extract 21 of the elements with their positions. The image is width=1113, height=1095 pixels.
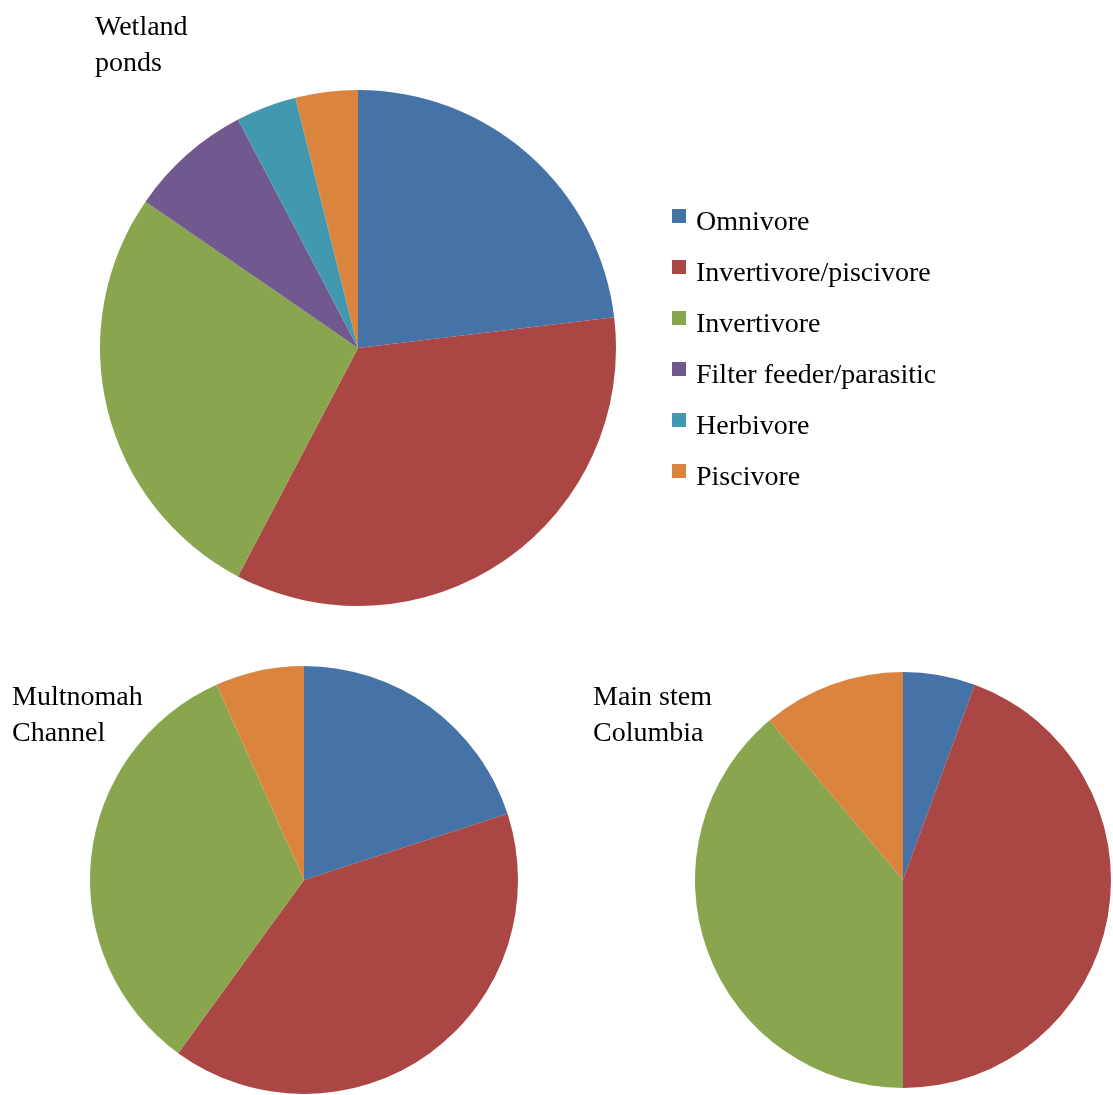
pie-slice	[145, 119, 358, 348]
pie-slice	[903, 684, 1111, 1088]
legend-label: Piscivore	[696, 459, 801, 491]
pie-slice	[295, 90, 358, 348]
pie-slice	[237, 317, 616, 606]
legend-label: Invertivore	[696, 306, 821, 338]
text: Main stem Columbia	[593, 680, 713, 747]
pie-slice	[178, 813, 518, 1094]
legend-label: Herbivore	[696, 408, 810, 440]
pie-slice	[769, 672, 903, 880]
chart-title: Wetland ponds	[95, 10, 188, 77]
legend-label: Filter feeder/parasitic	[696, 357, 937, 389]
pie-slice	[100, 201, 358, 577]
pie-slice	[237, 97, 358, 348]
text: Multnomah Channel	[12, 680, 143, 747]
legend-label: Invertivore/piscivore	[696, 255, 931, 287]
pie-slice	[358, 90, 615, 348]
pie-slice	[304, 666, 508, 880]
pie-slice	[903, 672, 975, 880]
legend-label: Omnivore	[696, 204, 810, 236]
pie-slice	[216, 666, 304, 880]
